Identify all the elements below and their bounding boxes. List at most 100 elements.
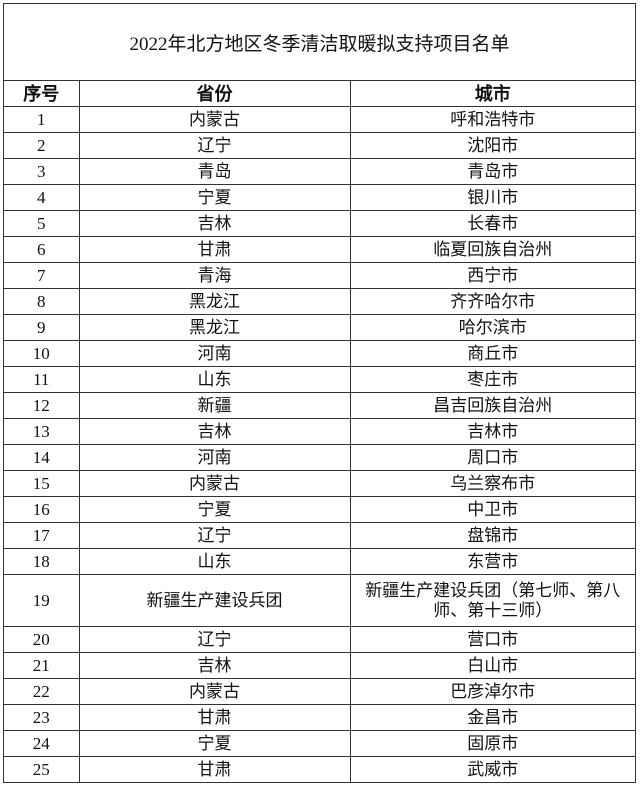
table-row: 21 吉林 白山市: [4, 652, 635, 679]
cell-province: 内蒙古: [78, 106, 351, 133]
cell-province: 宁夏: [78, 730, 351, 757]
table-row: 16 宁夏 中卫市: [4, 496, 635, 523]
cell-city: 乌兰察布市: [349, 470, 635, 497]
table-row: 4 宁夏 银川市: [4, 184, 635, 211]
cell-province: 内蒙古: [78, 470, 351, 497]
cell-city: 吉林市: [349, 418, 635, 445]
table-row: 12 新疆 昌吉回族自治州: [4, 392, 635, 419]
table-row: 23 甘肃 金昌市: [4, 704, 635, 731]
cell-city: 长春市: [349, 210, 635, 237]
cell-city: 银川市: [349, 184, 635, 211]
cell-province: 甘肃: [78, 236, 351, 263]
cell-province: 河南: [78, 444, 351, 471]
cell-number: 16: [4, 496, 80, 523]
cell-city: 沈阳市: [349, 132, 635, 159]
cell-city: 中卫市: [349, 496, 635, 523]
cell-number: 11: [4, 366, 80, 393]
cell-number: 20: [4, 626, 80, 653]
cell-number: 8: [4, 288, 80, 315]
cell-city: 白山市: [349, 652, 635, 679]
cell-province: 青岛: [78, 158, 351, 185]
cell-province: 山东: [78, 548, 351, 575]
cell-number: 10: [4, 340, 80, 367]
table-row: 15 内蒙古 乌兰察布市: [4, 470, 635, 497]
cell-province: 甘肃: [78, 756, 351, 782]
table-row: 24 宁夏 固原市: [4, 730, 635, 757]
cell-city: 哈尔滨市: [349, 314, 635, 341]
cell-city: 青岛市: [349, 158, 635, 185]
table-row: 5 吉林 长春市: [4, 210, 635, 237]
cell-number: 7: [4, 262, 80, 289]
cell-number: 22: [4, 678, 80, 705]
cell-province: 新疆: [78, 392, 351, 419]
cell-city: 商丘市: [349, 340, 635, 367]
cell-province: 宁夏: [78, 496, 351, 523]
cell-city: 金昌市: [349, 704, 635, 731]
table-row: 2 辽宁 沈阳市: [4, 132, 635, 159]
cell-province: 甘肃: [78, 704, 351, 731]
table-row: 22 内蒙古 巴彦淖尔市: [4, 678, 635, 705]
header-province: 省份: [78, 81, 351, 107]
cell-city: 巴彦淖尔市: [349, 678, 635, 705]
table-row: 20 辽宁 营口市: [4, 626, 635, 653]
cell-province: 宁夏: [78, 184, 351, 211]
cell-city: 齐齐哈尔市: [349, 288, 635, 315]
table-row: 17 辽宁 盘锦市: [4, 522, 635, 549]
cell-number: 17: [4, 522, 80, 549]
table-row: 8 黑龙江 齐齐哈尔市: [4, 288, 635, 315]
cell-province: 新疆生产建设兵团: [78, 574, 351, 627]
table-row: 10 河南 商丘市: [4, 340, 635, 367]
cell-city: 新疆生产建设兵团（第七师、第八师、第十三师）: [349, 574, 635, 627]
table-row: 14 河南 周口市: [4, 444, 635, 471]
cell-number: 19: [4, 574, 80, 627]
table-row: 6 甘肃 临夏回族自治州: [4, 236, 635, 263]
cell-number: 12: [4, 392, 80, 419]
cell-number: 3: [4, 158, 80, 185]
cell-city: 临夏回族自治州: [349, 236, 635, 263]
table-row: 18 山东 东营市: [4, 548, 635, 575]
table-row: 13 吉林 吉林市: [4, 418, 635, 445]
cell-city: 呼和浩特市: [349, 106, 635, 133]
cell-number: 1: [4, 106, 80, 133]
header-row: 序号 省份 城市: [4, 81, 635, 107]
header-number: 序号: [4, 81, 80, 107]
cell-number: 6: [4, 236, 80, 263]
table-row: 25 甘肃 武威市: [4, 756, 635, 782]
cell-number: 25: [4, 756, 80, 782]
cell-province: 吉林: [78, 210, 351, 237]
cell-province: 黑龙江: [78, 288, 351, 315]
cell-city: 武威市: [349, 756, 635, 782]
cell-number: 13: [4, 418, 80, 445]
cell-number: 18: [4, 548, 80, 575]
cell-number: 14: [4, 444, 80, 471]
cell-number: 24: [4, 730, 80, 757]
cell-city: 枣庄市: [349, 366, 635, 393]
cell-city: 固原市: [349, 730, 635, 757]
project-list-table: 2022年北方地区冬季清洁取暖拟支持项目名单 序号 省份 城市 1 内蒙古 呼和浩特…: [3, 3, 636, 783]
cell-province: 吉林: [78, 652, 351, 679]
cell-number: 9: [4, 314, 80, 341]
cell-province: 山东: [78, 366, 351, 393]
cell-number: 23: [4, 704, 80, 731]
cell-city: 盘锦市: [349, 522, 635, 549]
cell-city: 西宁市: [349, 262, 635, 289]
table-row: 3 青岛 青岛市: [4, 158, 635, 185]
cell-number: 15: [4, 470, 80, 497]
cell-number: 21: [4, 652, 80, 679]
cell-city: 周口市: [349, 444, 635, 471]
cell-province: 河南: [78, 340, 351, 367]
cell-city: 昌吉回族自治州: [349, 392, 635, 419]
cell-number: 2: [4, 132, 80, 159]
cell-province: 黑龙江: [78, 314, 351, 341]
table-row: 7 青海 西宁市: [4, 262, 635, 289]
cell-number: 4: [4, 184, 80, 211]
cell-province: 辽宁: [78, 626, 351, 653]
data-table: 序号 省份 城市 1 内蒙古 呼和浩特市 2 辽宁 沈阳市 3 青岛 青岛市 4 宁夏 银川市 5 吉林长…: [4, 81, 635, 782]
cell-province: 辽宁: [78, 522, 351, 549]
cell-city: 东营市: [349, 548, 635, 575]
table-row: 11 山东 枣庄市: [4, 366, 635, 393]
cell-province: 内蒙古: [78, 678, 351, 705]
cell-province: 吉林: [78, 418, 351, 445]
table-row: 19 新疆生产建设兵团 新疆生产建设兵团（第七师、第八师、第十三师）: [4, 574, 635, 627]
table-row: 9 黑龙江 哈尔滨市: [4, 314, 635, 341]
